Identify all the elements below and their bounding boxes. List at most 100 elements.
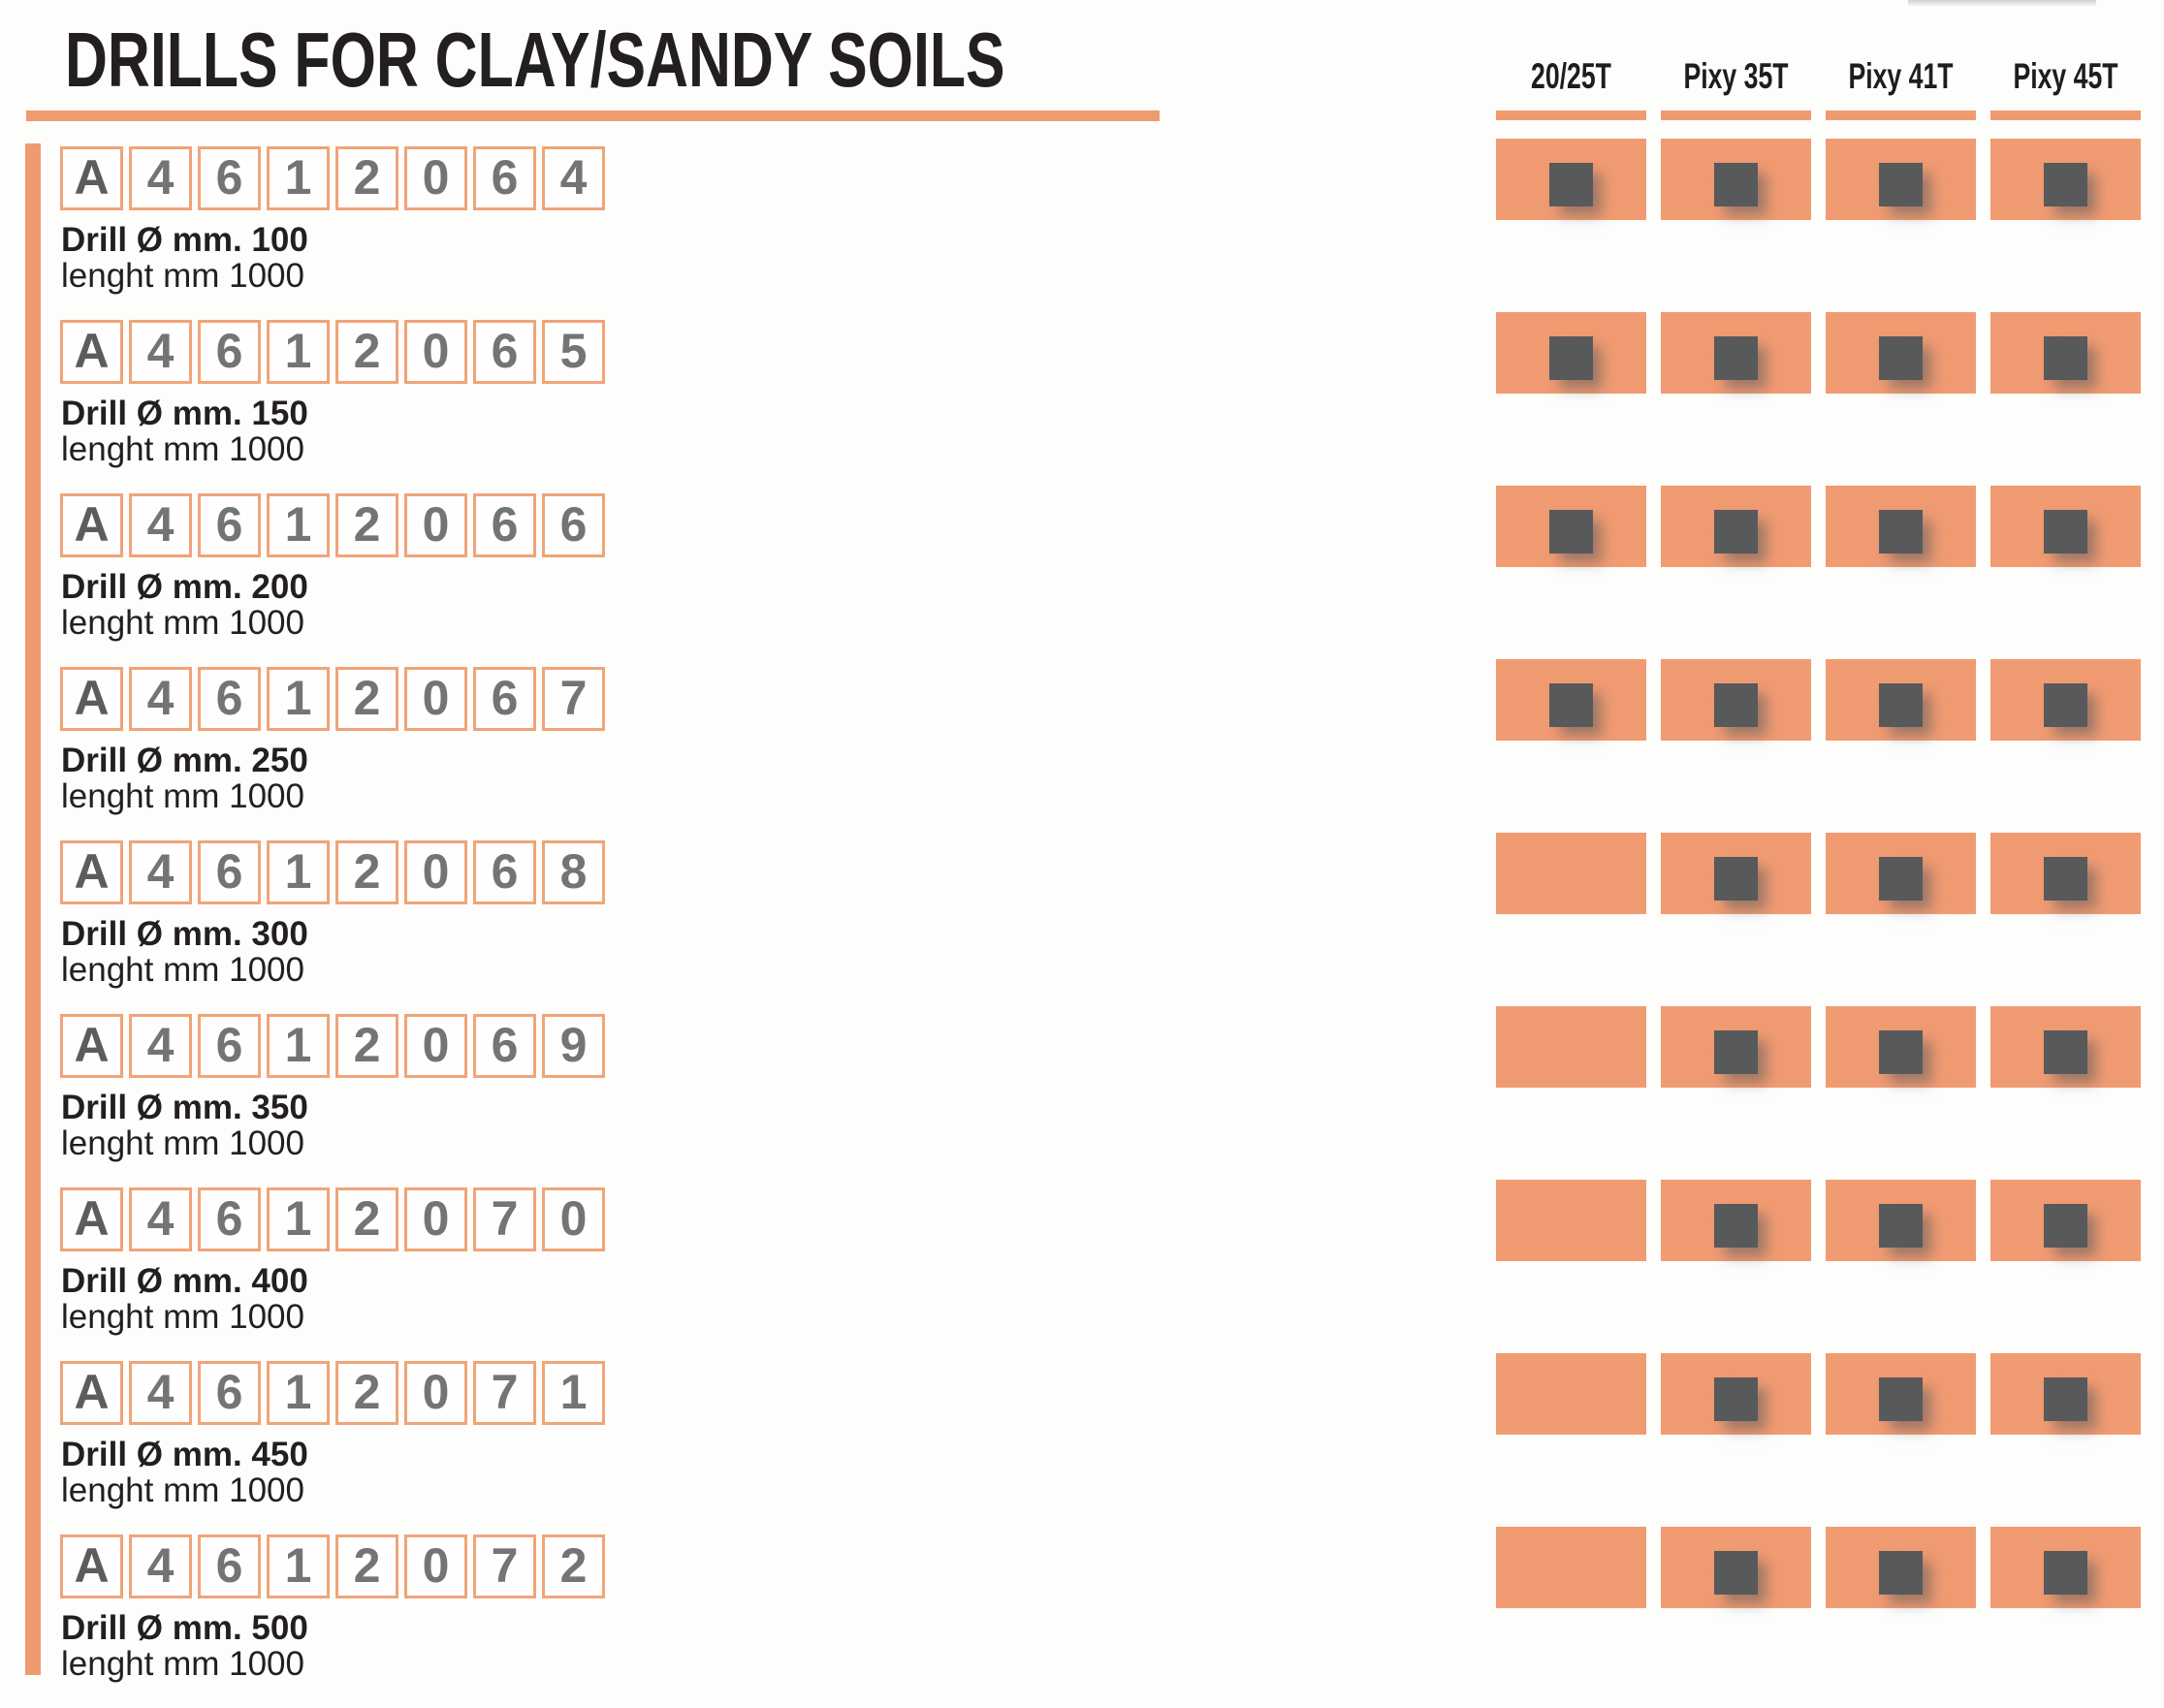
- code-box: 7: [473, 1534, 536, 1598]
- compat-cell-pixy-41t: [1826, 312, 1976, 394]
- compat-cell-20-25t: [1496, 1180, 1646, 1261]
- left-accent-bar: [25, 143, 41, 1675]
- code-char: 5: [559, 324, 588, 378]
- compat-cell-pixy-35t: [1661, 659, 1811, 741]
- code-char: 0: [422, 1365, 450, 1419]
- code-box: 6: [198, 493, 261, 557]
- code-char: 0: [422, 1018, 450, 1072]
- code-char: 4: [146, 1538, 175, 1593]
- code-char: 0: [559, 1191, 588, 1246]
- compat-cell-pixy-41t: [1826, 659, 1976, 741]
- code-box: 4: [129, 146, 192, 210]
- page-title: DRILLS FOR CLAY/SANDY SOILS: [65, 16, 1005, 103]
- code-char: 0: [422, 671, 450, 725]
- code-box: 1: [267, 1534, 330, 1598]
- compatibility-marker: [2044, 336, 2087, 380]
- product-name: Drill Ø mm. 150: [61, 395, 308, 432]
- code-box: 4: [542, 146, 605, 210]
- code-box: 4: [129, 840, 192, 904]
- compat-cell-pixy-41t: [1826, 1180, 1976, 1261]
- compat-cell-pixy-45t: [1990, 1353, 2141, 1435]
- compat-cell-pixy-35t: [1661, 1180, 1811, 1261]
- compat-cell-pixy-35t: [1661, 312, 1811, 394]
- compat-cell-pixy-35t: [1661, 1353, 1811, 1435]
- product-name: Drill Ø mm. 300: [61, 915, 308, 953]
- compatibility-marker: [2044, 683, 2087, 727]
- compatibility-marker: [1879, 336, 1923, 380]
- code-box: 0: [404, 840, 467, 904]
- code-char: 4: [146, 324, 175, 378]
- compatibility-marker: [1714, 857, 1758, 901]
- code-char: A: [74, 324, 110, 378]
- code-char: 7: [559, 671, 588, 725]
- compat-cell-20-25t: [1496, 486, 1646, 567]
- product-name: Drill Ø mm. 200: [61, 568, 308, 606]
- product-name: Drill Ø mm. 250: [61, 742, 308, 779]
- code-box: A: [60, 493, 123, 557]
- code-char: 0: [422, 150, 450, 205]
- code-box: 0: [404, 1534, 467, 1598]
- product-name: Drill Ø mm. 350: [61, 1089, 308, 1126]
- column-header-pixy-41t: Pixy 41T: [1848, 56, 1954, 96]
- code-box: 4: [129, 1014, 192, 1078]
- title-rule: [26, 111, 1160, 121]
- code-char: 6: [215, 1538, 243, 1593]
- code-char: 2: [353, 1365, 381, 1419]
- code-box: 0: [404, 146, 467, 210]
- code-box: 0: [404, 1014, 467, 1078]
- compat-cell-20-25t: [1496, 659, 1646, 741]
- code-box: 6: [198, 1187, 261, 1251]
- column-header-pixy-45t: Pixy 45T: [2013, 56, 2118, 96]
- code-char: 4: [146, 671, 175, 725]
- code-box: 0: [404, 667, 467, 731]
- code-char: 4: [146, 844, 175, 899]
- code-box: 2: [335, 1187, 398, 1251]
- code-char: 6: [491, 671, 519, 725]
- code-char: 4: [146, 1191, 175, 1246]
- code-char: 1: [284, 497, 312, 552]
- code-char: 6: [215, 1365, 243, 1419]
- code-box: A: [60, 667, 123, 731]
- code-char: 2: [353, 1018, 381, 1072]
- compat-cell-pixy-35t: [1661, 1006, 1811, 1088]
- code-box: 0: [404, 1361, 467, 1425]
- compatibility-marker: [2044, 510, 2087, 554]
- code-box: 9: [542, 1014, 605, 1078]
- code-box: 6: [198, 1014, 261, 1078]
- code-box: 7: [473, 1361, 536, 1425]
- code-box: A: [60, 320, 123, 384]
- product-name: Drill Ø mm. 400: [61, 1262, 308, 1300]
- compat-cell-20-25t: [1496, 833, 1646, 914]
- compat-cell-pixy-41t: [1826, 1527, 1976, 1608]
- code-char: 1: [284, 1365, 312, 1419]
- compat-cell-20-25t: [1496, 1353, 1646, 1435]
- compat-cell-pixy-45t: [1990, 1527, 2141, 1608]
- code-box: 0: [542, 1187, 605, 1251]
- code-box: 2: [335, 320, 398, 384]
- code-char: 1: [284, 324, 312, 378]
- column-header-20-25t: 20/25T: [1531, 56, 1611, 96]
- code-box: 0: [404, 1187, 467, 1251]
- code-box: 1: [542, 1361, 605, 1425]
- compat-cell-pixy-35t: [1661, 1527, 1811, 1608]
- column-underline: [1496, 111, 1646, 120]
- compatibility-marker: [1714, 1377, 1758, 1421]
- code-box: 8: [542, 840, 605, 904]
- compat-cell-20-25t: [1496, 312, 1646, 394]
- code-char: 2: [353, 1191, 381, 1246]
- compat-cell-pixy-45t: [1990, 486, 2141, 567]
- code-box: 6: [473, 840, 536, 904]
- code-box: A: [60, 1187, 123, 1251]
- code-box: 2: [335, 840, 398, 904]
- code-box: 6: [473, 667, 536, 731]
- code-char: 1: [284, 1191, 312, 1246]
- compat-cell-pixy-41t: [1826, 1353, 1976, 1435]
- compatibility-marker: [2044, 163, 2087, 206]
- code-char: 4: [146, 497, 175, 552]
- compat-cell-pixy-45t: [1990, 1180, 2141, 1261]
- code-box: 2: [335, 1534, 398, 1598]
- compatibility-marker: [2044, 1551, 2087, 1595]
- compat-cell-20-25t: [1496, 1006, 1646, 1088]
- code-char: 2: [353, 324, 381, 378]
- code-char: 1: [284, 1538, 312, 1593]
